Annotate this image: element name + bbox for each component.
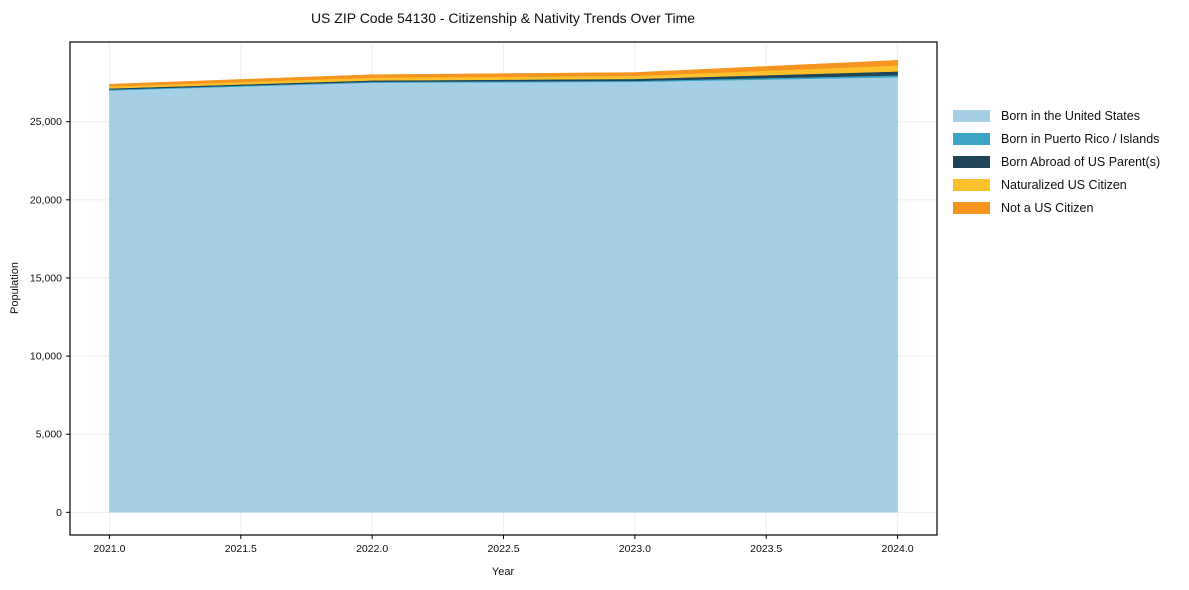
- x-tick-label: 2023.5: [750, 543, 782, 555]
- legend-item: Born Abroad of US Parent(s): [953, 150, 1160, 173]
- y-tick-label: 0: [56, 507, 62, 519]
- area-layer-4: [109, 60, 898, 87]
- legend-label: Born in the United States: [1001, 108, 1140, 123]
- legend-swatch-icon: [953, 201, 990, 214]
- legend: Born in the United States Born in Puerto …: [953, 104, 1160, 219]
- y-tick-label: 15,000: [30, 272, 62, 284]
- x-tick-label: 2021.0: [93, 543, 125, 555]
- x-tick-label: 2024.0: [882, 543, 914, 555]
- legend-item: Naturalized US Citizen: [953, 173, 1160, 196]
- y-tick-label: 25,000: [30, 116, 62, 128]
- x-tick-label: 2021.5: [225, 543, 257, 555]
- y-axis-label: Population: [9, 262, 21, 314]
- legend-label: Born Abroad of US Parent(s): [1001, 154, 1161, 169]
- legend-swatch-icon: [953, 178, 990, 191]
- y-tick-label: 20,000: [30, 194, 62, 206]
- x-tick-label: 2022.0: [356, 543, 388, 555]
- legend-item: Born in the United States: [953, 104, 1160, 127]
- x-axis-label: Year: [491, 566, 515, 578]
- legend-label: Naturalized US Citizen: [1001, 177, 1127, 192]
- chart-title: US ZIP Code 54130 - Citizenship & Nativi…: [310, 10, 696, 26]
- x-tick-label: 2022.5: [487, 543, 519, 555]
- legend-swatch-icon: [953, 109, 990, 122]
- x-tick-label: 2023.0: [619, 543, 651, 555]
- y-tick-label: 10,000: [30, 351, 62, 363]
- legend-swatch-icon: [953, 132, 990, 145]
- legend-swatch-icon: [953, 155, 990, 168]
- area-layer-0: [109, 76, 898, 513]
- legend-item: Born in Puerto Rico / Islands: [953, 127, 1160, 150]
- y-tick-label: 5,000: [36, 429, 62, 441]
- legend-label: Not a US Citizen: [1001, 200, 1094, 215]
- legend-label: Born in Puerto Rico / Islands: [1001, 131, 1160, 146]
- legend-item: Not a US Citizen: [953, 196, 1160, 219]
